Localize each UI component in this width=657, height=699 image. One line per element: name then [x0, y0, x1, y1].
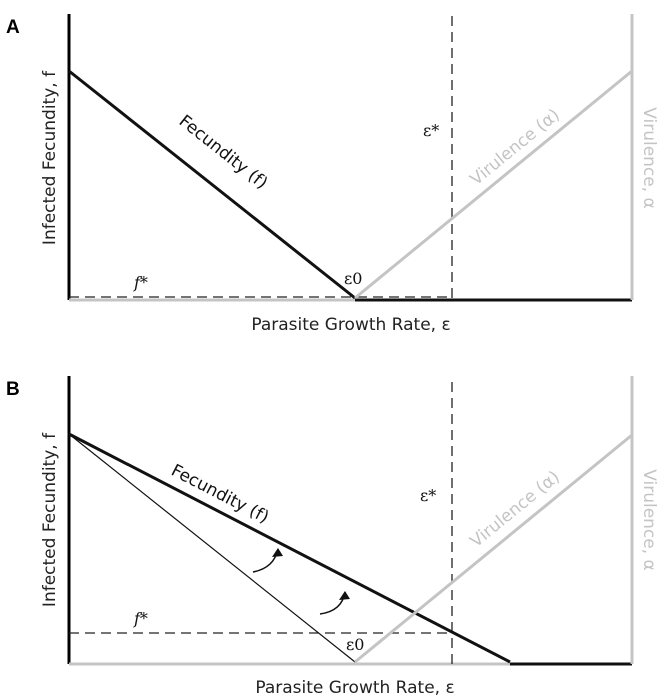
panel-b-right-axis-label: Virulence, α [639, 469, 657, 571]
panel-b-arrow-upper-head [272, 548, 283, 557]
panel-a: A Fecundity (f) Virulence (α) ε* ε0 f* P… [6, 14, 657, 335]
panel-a-eps-zero: ε0 [344, 269, 362, 288]
panel-b-y-axis-label: Infected Fecundity, f [40, 432, 60, 607]
panel-b-arrow-lower-head [339, 591, 350, 600]
panel-b-x-axis-label: Parasite Growth Rate, ε [255, 678, 454, 698]
panel-b-virulence-label: Virulence (α) [466, 467, 563, 552]
panel-b-virulence-line [354, 433, 633, 664]
panel-b-fecundity-line [68, 432, 511, 664]
panel-b-eps-star: ε* [420, 486, 436, 505]
panel-b-letter: B [6, 379, 20, 400]
panel-a-x-axis-label: Parasite Growth Rate, ε [251, 315, 450, 335]
panel-a-virulence-label: Virulence (α) [466, 105, 563, 190]
panel-b-f-star: f* [133, 609, 148, 628]
panel-a-letter: A [6, 17, 20, 38]
panel-b-eps-zero: ε0 [346, 635, 364, 654]
panel-a-virulence-line [354, 69, 633, 300]
panel-b-original-fecundity-line [68, 433, 356, 663]
panel-a-y-axis-label: Infected Fecundity, f [40, 70, 60, 245]
panel-b-arrow-lower [319, 591, 346, 615]
panel-a-f-star: f* [133, 273, 148, 292]
panel-b-arrow-upper [252, 548, 279, 573]
panel-a-eps-star: ε* [423, 121, 439, 140]
panel-a-right-axis-label: Virulence, α [639, 107, 657, 209]
panel-b: B Fecundity (f) Virulence (α) ε* ε0 f* P… [6, 376, 657, 698]
panel-a-fecundity-label: Fecundity (f) [175, 111, 271, 193]
panel-a-fecundity-line [68, 69, 356, 300]
